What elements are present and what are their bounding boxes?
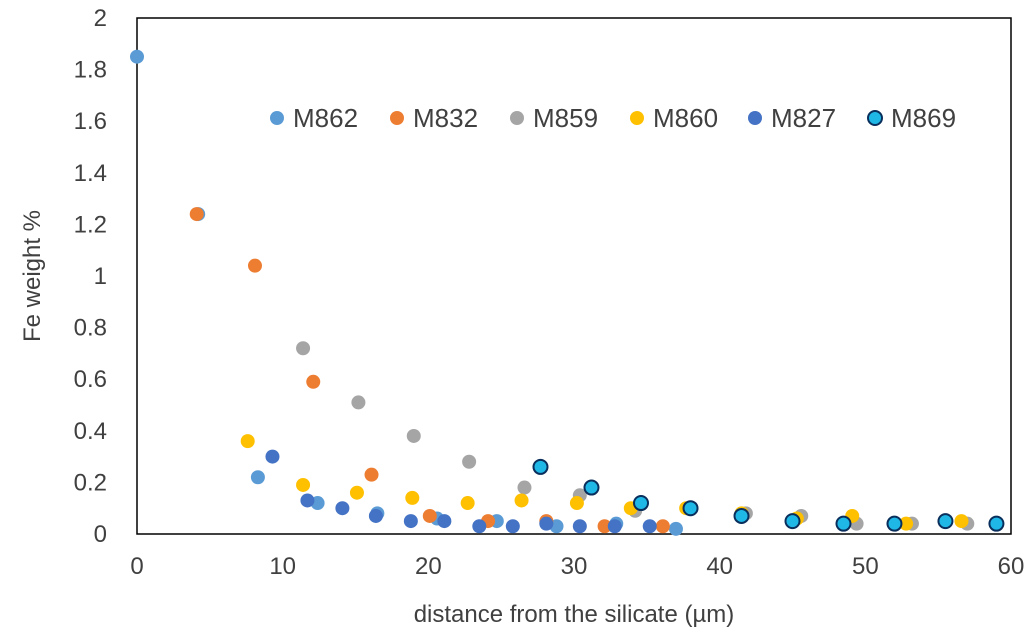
x-axis-ticks: 0 10 20 30 40 50 60 bbox=[130, 553, 1024, 580]
legend-marker bbox=[748, 111, 762, 125]
data-point bbox=[296, 341, 311, 356]
data-point bbox=[597, 519, 612, 534]
y-tick-label: 1.2 bbox=[74, 211, 107, 238]
legend-item: M862 bbox=[270, 103, 358, 133]
legend-item: M859 bbox=[510, 103, 598, 133]
data-point bbox=[937, 513, 954, 530]
legend-item: M832 bbox=[390, 103, 478, 133]
legend-item: M827 bbox=[748, 103, 836, 133]
data-point bbox=[422, 508, 437, 523]
series-m869 bbox=[532, 458, 1005, 532]
data-point bbox=[403, 514, 418, 529]
data-point bbox=[250, 470, 265, 485]
y-axis-ticks: 0 0.2 0.4 0.6 0.8 1 1.2 1.4 1.6 1.8 2 bbox=[74, 5, 107, 548]
y-tick-label: 1.6 bbox=[74, 108, 107, 135]
data-point bbox=[655, 519, 670, 534]
legend-marker bbox=[867, 110, 883, 126]
x-tick-label: 0 bbox=[130, 553, 143, 580]
data-point bbox=[954, 514, 969, 529]
x-tick-label: 20 bbox=[415, 553, 442, 580]
legend-label: M860 bbox=[653, 103, 718, 133]
legend: M862 M832 M859 M860 M827 M869 bbox=[270, 103, 956, 133]
data-point bbox=[296, 477, 311, 492]
y-tick-label: 1.4 bbox=[74, 160, 107, 187]
data-point bbox=[437, 514, 452, 529]
data-point bbox=[517, 480, 532, 495]
data-point bbox=[572, 519, 587, 534]
data-point bbox=[733, 507, 750, 524]
legend-label: M832 bbox=[413, 103, 478, 133]
data-point bbox=[607, 519, 622, 534]
series-m862 bbox=[130, 49, 683, 536]
legend-item: M869 bbox=[867, 103, 956, 133]
x-axis-title: distance from the silicate (µm) bbox=[414, 601, 735, 628]
y-tick-label: 0.4 bbox=[74, 418, 107, 445]
data-point bbox=[835, 515, 852, 532]
data-point bbox=[642, 519, 657, 534]
legend-label: M869 bbox=[891, 103, 956, 133]
legend-label: M862 bbox=[293, 103, 358, 133]
legend-marker bbox=[630, 111, 644, 125]
data-point bbox=[532, 458, 549, 475]
data-point bbox=[405, 490, 420, 505]
data-point bbox=[265, 449, 280, 464]
x-tick-label: 50 bbox=[852, 553, 879, 580]
y-tick-label: 0.8 bbox=[74, 315, 107, 342]
y-tick-label: 0.6 bbox=[74, 366, 107, 393]
data-point bbox=[335, 501, 350, 516]
data-point bbox=[247, 258, 262, 273]
data-point bbox=[351, 395, 366, 410]
data-point bbox=[682, 500, 699, 517]
y-tick-label: 1 bbox=[94, 263, 107, 290]
x-tick-label: 60 bbox=[998, 553, 1025, 580]
data-point bbox=[306, 374, 321, 389]
y-tick-label: 1.8 bbox=[74, 57, 107, 84]
y-tick-label: 2 bbox=[94, 5, 107, 32]
legend-label: M827 bbox=[771, 103, 836, 133]
data-point bbox=[300, 493, 315, 508]
data-point bbox=[784, 513, 801, 530]
legend-label: M859 bbox=[533, 103, 598, 133]
data-point bbox=[406, 428, 421, 443]
series-m827 bbox=[265, 449, 657, 534]
data-point bbox=[583, 479, 600, 496]
legend-marker bbox=[390, 111, 404, 125]
data-point bbox=[668, 521, 683, 536]
data-point bbox=[539, 516, 554, 531]
data-point bbox=[240, 434, 255, 449]
legend-marker bbox=[270, 111, 284, 125]
data-points bbox=[130, 49, 1005, 536]
data-point bbox=[364, 467, 379, 482]
series-m832 bbox=[189, 207, 670, 534]
legend-item: M860 bbox=[630, 103, 718, 133]
x-tick-label: 40 bbox=[706, 553, 733, 580]
y-tick-label: 0 bbox=[94, 521, 107, 548]
data-point bbox=[368, 508, 383, 523]
legend-marker bbox=[510, 111, 524, 125]
y-axis-title: Fe weight % bbox=[19, 210, 46, 342]
data-point bbox=[899, 516, 914, 531]
x-tick-label: 10 bbox=[269, 553, 296, 580]
data-point bbox=[472, 519, 487, 534]
data-point bbox=[462, 454, 477, 469]
data-point bbox=[569, 496, 584, 511]
data-point bbox=[130, 49, 144, 64]
data-point bbox=[349, 485, 364, 500]
plot-area-frame bbox=[136, 17, 1012, 535]
data-point bbox=[505, 519, 520, 534]
data-point bbox=[988, 515, 1005, 532]
data-point bbox=[514, 493, 529, 508]
data-point bbox=[460, 496, 475, 511]
x-tick-label: 30 bbox=[561, 553, 588, 580]
data-point bbox=[189, 207, 204, 222]
y-tick-label: 0.2 bbox=[74, 469, 107, 496]
data-point bbox=[886, 515, 903, 532]
series-m860 bbox=[240, 434, 969, 531]
data-point bbox=[633, 495, 650, 512]
